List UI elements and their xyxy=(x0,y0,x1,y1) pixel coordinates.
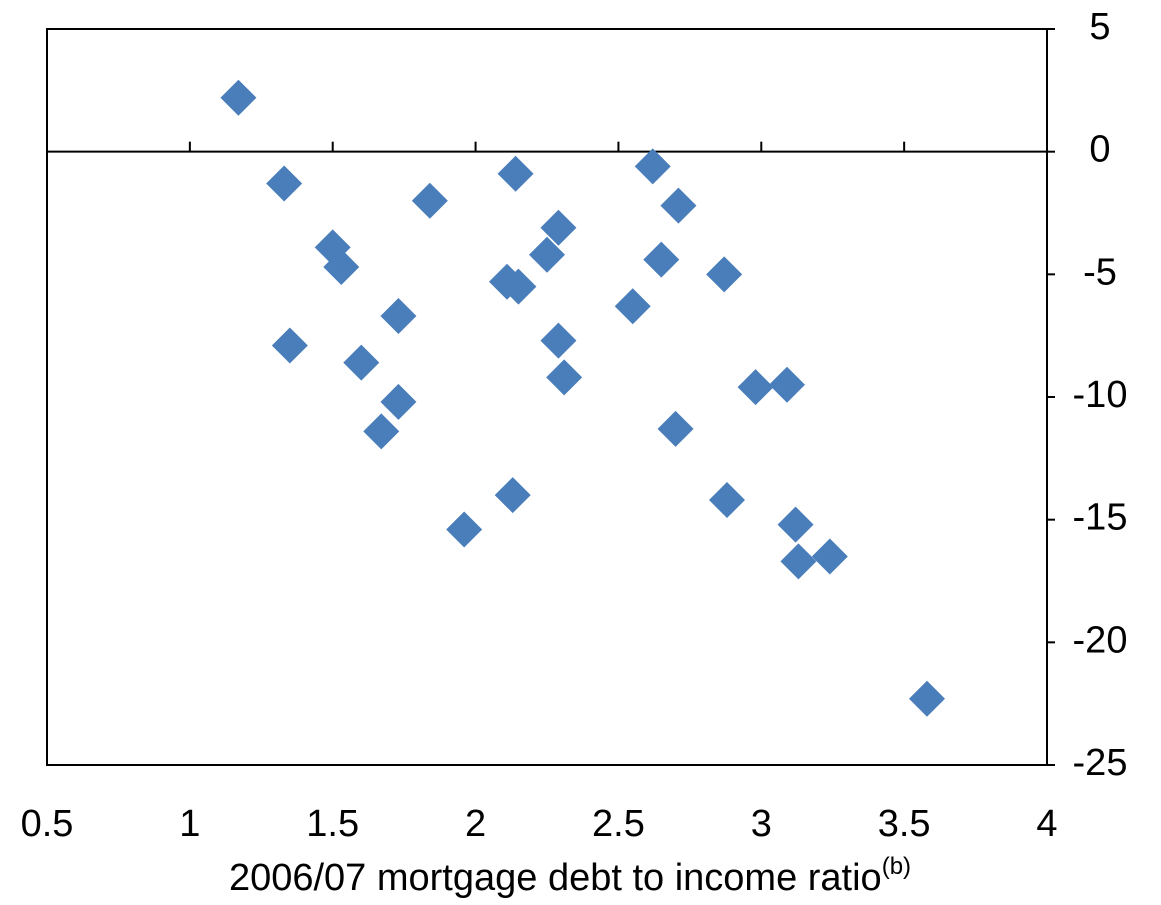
scatter-point xyxy=(323,248,360,285)
scatter-point xyxy=(614,288,651,325)
x-tick-label: 2 xyxy=(465,803,486,845)
y-tick-label: -20 xyxy=(1073,619,1128,661)
y-tick-label: -10 xyxy=(1073,374,1128,416)
x-tick-label: 3.5 xyxy=(878,803,931,845)
y-tick-label: -15 xyxy=(1073,497,1128,539)
scatter-point xyxy=(380,298,417,335)
x-tick-label: 3 xyxy=(751,803,772,845)
scatter-point xyxy=(500,268,537,305)
x-tick-label: 1 xyxy=(179,803,200,845)
scatter-point xyxy=(271,327,308,364)
scatter-point xyxy=(777,506,814,543)
scatter-point xyxy=(546,359,583,396)
scatter-point xyxy=(540,322,577,359)
scatter-point xyxy=(220,79,257,116)
scatter-point xyxy=(446,511,483,548)
scatter-point xyxy=(643,241,680,278)
scatter-point xyxy=(540,209,577,246)
y-tick-label: 5 xyxy=(1089,6,1110,48)
x-tick-label: 1.5 xyxy=(306,803,359,845)
scatter-point xyxy=(363,413,400,450)
scatter-point xyxy=(494,477,531,514)
x-axis-label: 2006/07 mortgage debt to income ratio(b) xyxy=(229,853,911,899)
y-tick-label: 0 xyxy=(1089,129,1110,171)
x-tick-label: 2.5 xyxy=(592,803,645,845)
scatter-point xyxy=(706,256,743,293)
y-tick-label: -25 xyxy=(1073,742,1128,784)
scatter-point xyxy=(769,366,805,403)
scatter-point xyxy=(709,482,745,519)
scatter-point xyxy=(660,187,697,224)
scatter-point xyxy=(314,229,351,266)
x-tick-label: 4 xyxy=(1036,803,1057,845)
scatter-point xyxy=(497,155,534,192)
scatter-point xyxy=(811,538,848,575)
scatter-point xyxy=(634,148,671,185)
scatter-point xyxy=(909,680,945,717)
scatter-point xyxy=(780,543,817,580)
scatter-point xyxy=(380,383,417,420)
x-axis-label-superscript: (b) xyxy=(882,853,911,880)
scatter-point xyxy=(266,165,303,202)
plot-frame xyxy=(46,28,1048,766)
scatter-point xyxy=(657,410,694,447)
scatter-point xyxy=(529,236,565,273)
y-tick-label: -5 xyxy=(1083,251,1117,293)
x-tick-label: 0.5 xyxy=(21,803,74,845)
x-axis-label-text: 2006/07 mortgage debt to income ratio xyxy=(229,857,882,899)
scatter-point xyxy=(343,344,380,381)
scatter-point xyxy=(411,182,448,219)
scatter-point xyxy=(737,369,774,406)
